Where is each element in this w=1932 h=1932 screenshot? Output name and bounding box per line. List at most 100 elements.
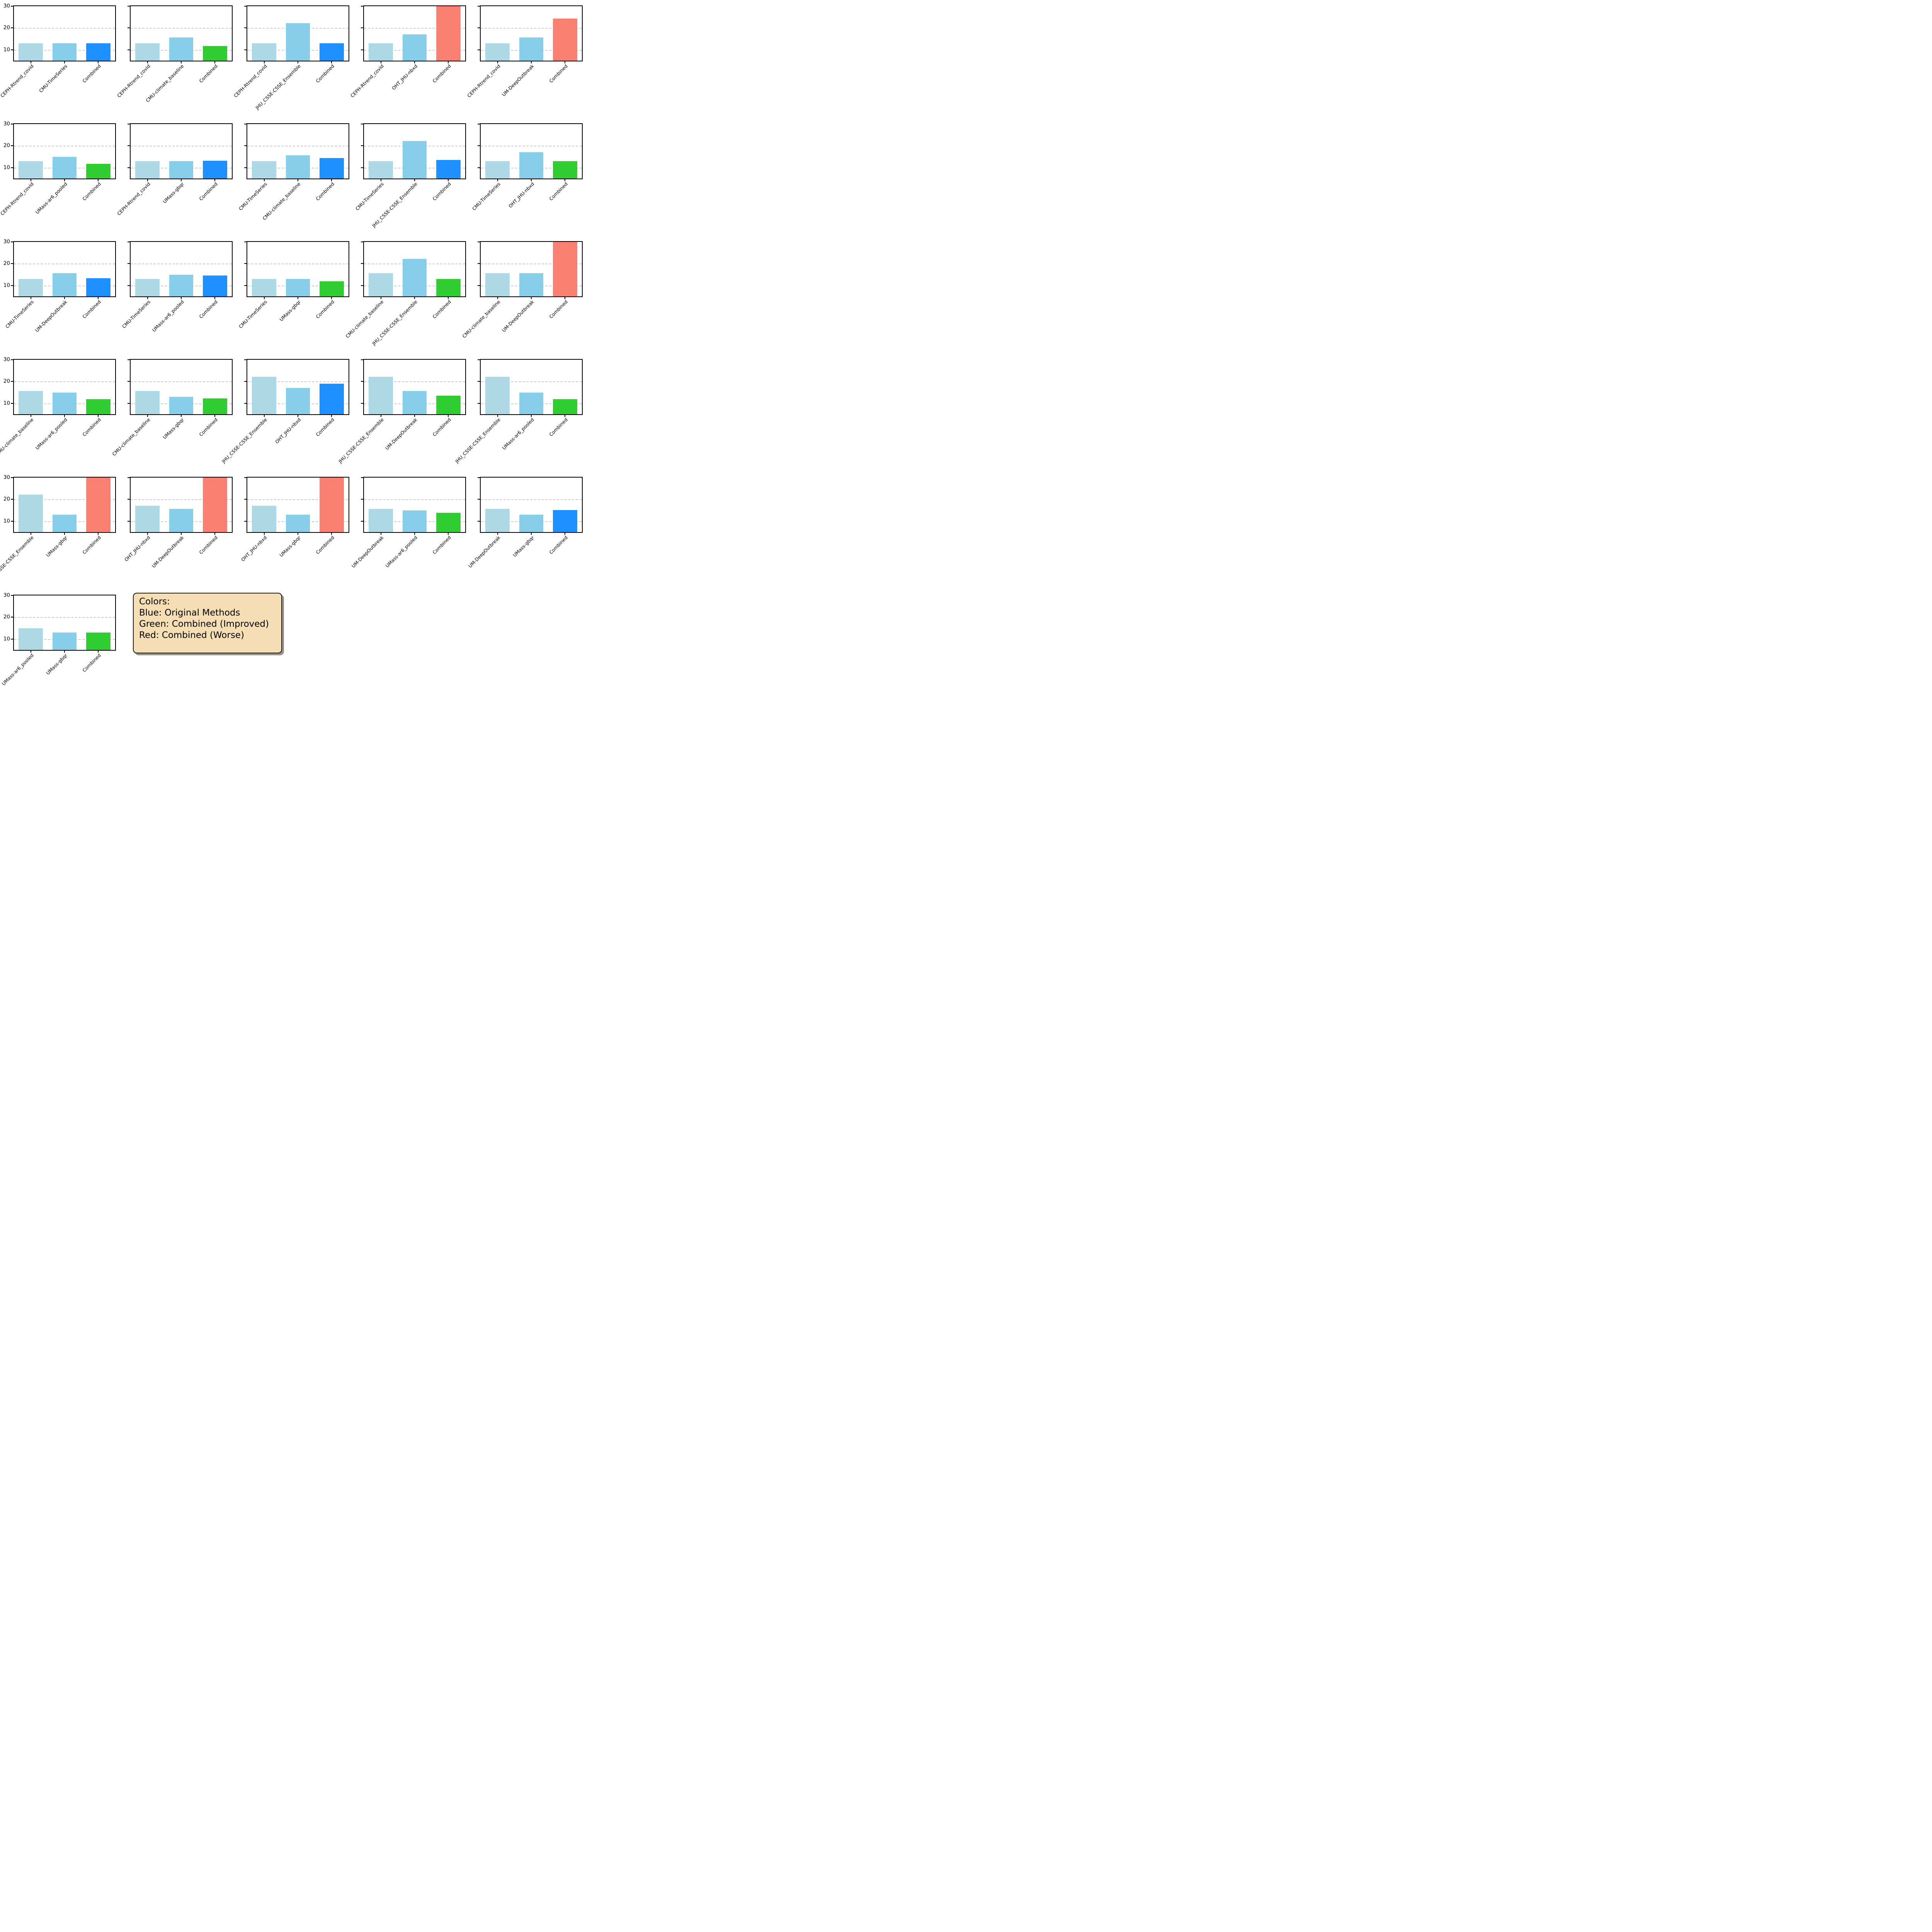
bar-method-2 [286,388,310,414]
bar-slot [198,242,232,296]
bars [14,360,115,414]
bar-slot [131,124,164,179]
subplot: 10 20 30 JHU_CSSE-CSSE_Ensemble UMass-gbqr Co… [0,471,117,589]
y-tick-mark [128,285,130,286]
subplot: CEPH-Rtrend_covid CMU-climate_baseline Com… [116,0,233,118]
y-tick-mark [361,263,363,264]
bar-method-2 [402,259,427,296]
bar-slot [514,478,548,532]
x-tick-label: Combined [82,653,102,673]
y-tick-mark [478,359,480,360]
plot-area: CMU-TimeSeries CMU-climate_baseline Combin… [238,123,349,221]
subplot: CMU-TimeSeries UMass-ar6_pooled Combined [117,236,233,354]
bars [247,242,349,296]
x-tick-label: CMU-TimeSeries [238,181,268,212]
subplot: CMU-TimeSeries OHT_JHU-nbxd Combined [467,118,583,236]
y-tick-mark [478,381,480,382]
bar-method-1 [252,161,277,179]
x-tick-mark [264,532,265,535]
x-tick-mark [531,297,532,299]
subplot: 10 20 30 CEPH-Rtrend_covid CMU-TimeSeries Com… [0,0,117,118]
x-tick-mark [64,650,65,653]
x-tick-label: Combined [432,63,452,84]
x-tick-label: Combined [198,299,219,320]
bar-method-2 [169,37,194,61]
bar-slot [364,6,398,61]
y-tick-label: 10 [3,46,10,53]
bar-slot [315,6,349,61]
y-tick-label: 30 [3,356,10,363]
y-tick-mark [11,520,13,522]
bars [247,360,349,414]
subplot: 10 20 30 CMU-TimeSeries UM-DeepOutbreak Combi… [0,236,117,354]
bar-slot [514,360,548,414]
y-tick-mark [11,359,13,360]
y-tick-mark [11,167,13,168]
subplot: CMU-climate_baseline UM-DeepOutbreak Combi… [461,236,583,354]
bar-method-2 [52,156,77,179]
plot-area: OHT_JHU-nbxd UM-DeepOutbreak Combined [124,477,233,569]
x-tick-mark [181,532,182,535]
x-tick-label: CEPH-Rtrend_covid [0,63,35,99]
bars [364,242,465,296]
gridline-y20 [247,499,349,500]
x-tick-mark [414,532,415,535]
x-tick-label: CEPH-Rtrend_covid [233,63,268,99]
x-tick-label: Combined [548,535,569,556]
bar-method-1 [19,628,43,650]
bar-slot [315,360,349,414]
plot-area: CMU-TimeSeries OHT_JHU-nbxd Combined [471,123,583,211]
bar-slot [481,6,514,61]
x-tick-mark [64,532,65,535]
bars [481,6,582,61]
bar-method-2 [286,155,310,179]
x-tick-label: UMass-ar6_pooled [384,535,418,569]
y-tick-mark [128,499,130,500]
bar-combined [86,278,111,296]
y-tick-label: 10 [3,518,10,524]
y-tick-mark [361,403,363,404]
x-tick-label: OHT_JHU-nbxd [507,181,535,209]
bars [131,242,232,296]
x-tick-mark [448,415,449,417]
plot-area: CEPH-Rtrend_covid OHT_JHU-nbxd Combined [349,5,466,99]
y-tick-label: 20 [3,614,10,620]
x-tick-label: UMass-ar6_pooled [0,653,35,687]
y-tick-mark [244,477,247,478]
y-tick-mark [478,263,480,264]
x-tick-label: Combined [432,417,452,438]
x-tick-mark [331,297,332,299]
bar-method-2 [169,396,194,414]
bar-method-2 [402,391,427,414]
bar-slot [82,242,115,296]
y-tick-mark [11,477,13,478]
y-tick-mark [244,49,247,50]
x-tick-label: OHT_JHU-nbxd [123,535,151,563]
plot-area: CMU-TimeSeries UMass-gbqr Combined [238,241,349,329]
subplot: JHU_CSSE-CSSE_Ensemble UMass-ar6_pooled Co… [454,354,583,471]
bar-slot [481,478,514,532]
bar-slot [364,360,398,414]
x-tick-mark [147,61,148,63]
bars [14,478,115,532]
bar-slot [198,360,232,414]
bar-method-2 [519,37,544,61]
y-tick-mark [361,520,363,522]
x-tick-label: OHT_JHU-nbxd [274,417,302,445]
bar-slot [247,242,281,296]
y-tick-label: 20 [3,260,10,267]
x-tick-label: UMass-ar6_pooled [34,181,68,215]
y-tick-mark [244,499,247,500]
x-tick-label: CMU-TimeSeries [471,181,502,212]
x-tick-label: CEPH-Rtrend_covid [0,181,35,217]
bar-slot [398,360,431,414]
bar-slot [432,478,465,532]
plot-area: CMU-climate_baseline UM-DeepOutbreak Combi… [461,241,583,339]
bar-method-1 [135,43,160,61]
bar-slot [198,6,232,61]
x-tick-label: Combined [432,181,452,202]
plot-area: 10 20 30 CMU-TimeSeries UM-DeepOutbreak Combi… [3,239,116,333]
subplot: CMU-climate_baseline UMass-gbqr Combined [111,354,233,471]
bar-slot [432,360,465,414]
x-tick-label: Combined [315,417,336,438]
